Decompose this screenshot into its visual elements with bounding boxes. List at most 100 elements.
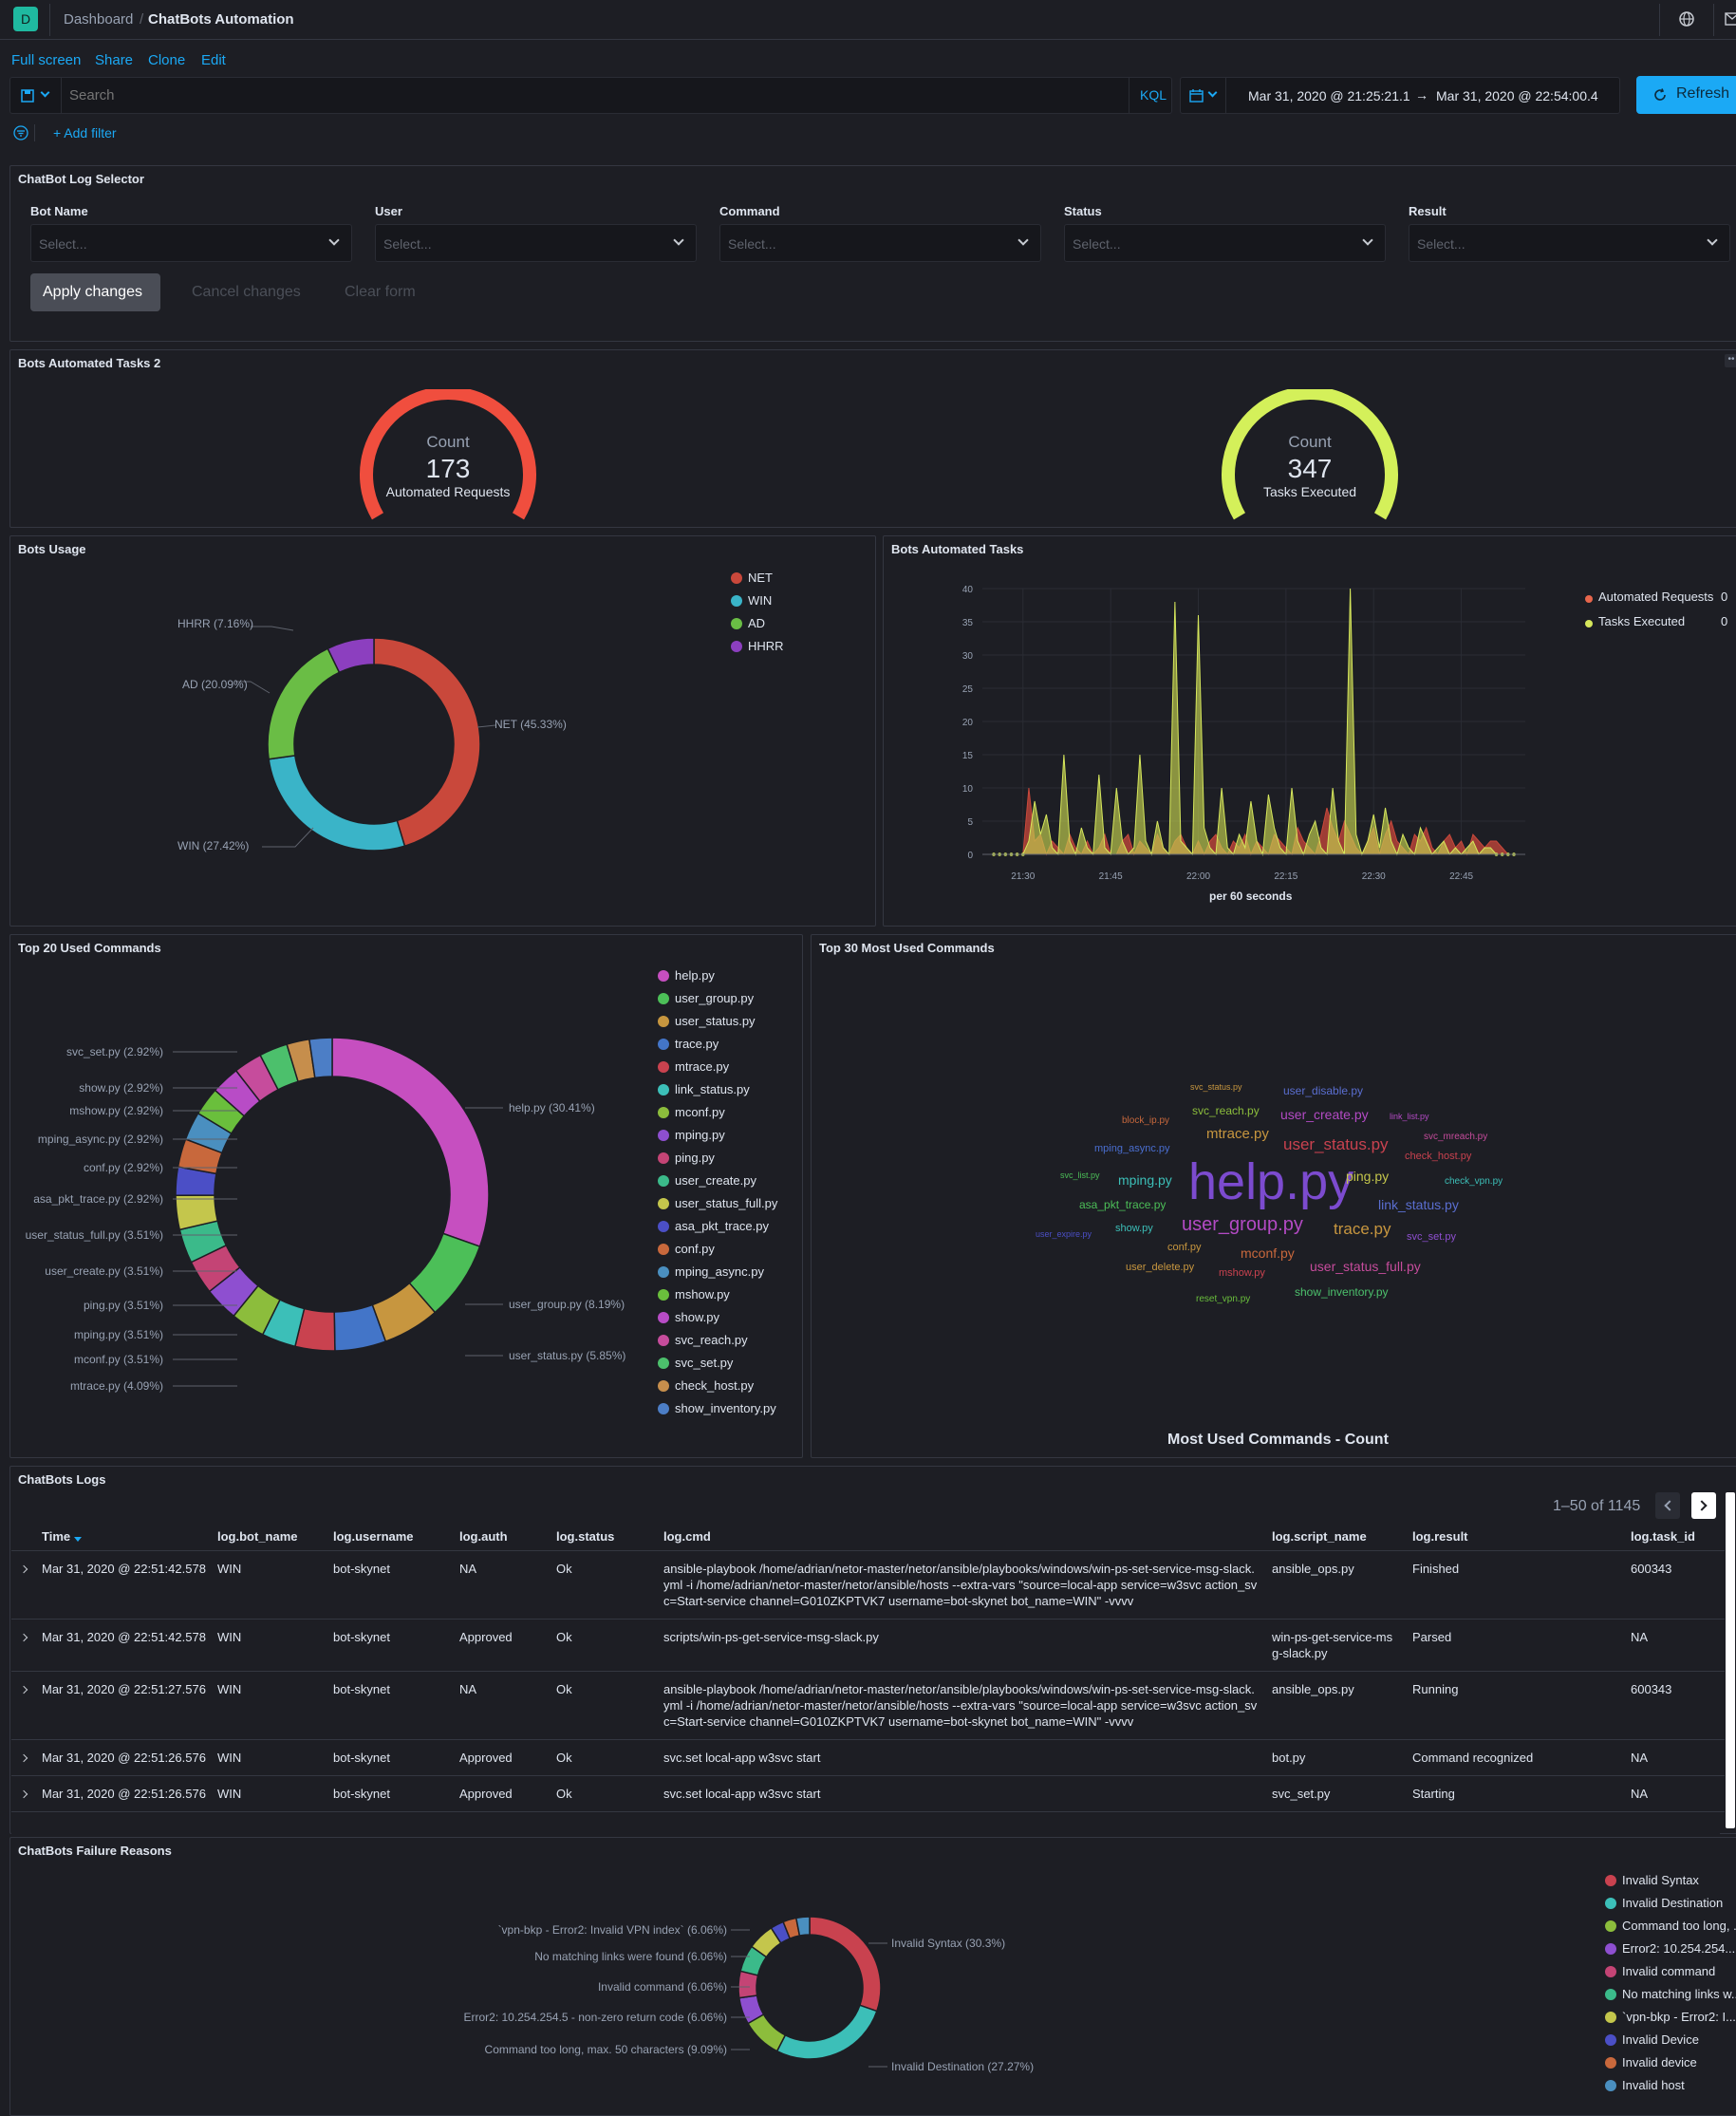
word-user_disable-py[interactable]: user_disable.py — [1283, 1084, 1364, 1097]
word-user_expire-py[interactable]: user_expire.py — [1036, 1229, 1092, 1239]
word-link_list-py[interactable]: link_list.py — [1390, 1112, 1429, 1121]
slice-HHRR[interactable] — [327, 637, 375, 674]
word-link_status-py[interactable]: link_status.py — [1378, 1197, 1459, 1212]
legend-item-failure[interactable]: Error2: 10.254.254.... — [1605, 1941, 1736, 1956]
word-svc_list-py[interactable]: svc_list.py — [1060, 1170, 1100, 1180]
word-mtrace-py[interactable]: mtrace.py — [1206, 1126, 1269, 1142]
word-mconf-py[interactable]: mconf.py — [1241, 1245, 1295, 1261]
legend-item-mconf-py[interactable]: mconf.py — [658, 1105, 725, 1119]
legend-item-ad[interactable]: AD — [731, 616, 765, 630]
word-mping-py[interactable]: mping.py — [1118, 1172, 1172, 1188]
legend-item-mshow-py[interactable]: mshow.py — [658, 1287, 730, 1301]
add-filter-link[interactable]: + Add filter — [53, 125, 117, 140]
legend-tasks-executed[interactable]: Tasks Executed — [1585, 614, 1685, 628]
legend-item-help-py[interactable]: help.py — [658, 968, 715, 983]
legend-item-svc_reach-py[interactable]: svc_reach.py — [658, 1333, 748, 1347]
slice-Invalid host[interactable] — [794, 1916, 811, 1937]
refresh-button[interactable]: Refresh — [1636, 76, 1736, 114]
breadcrumb-dashboard[interactable]: Dashboard — [64, 11, 134, 28]
column-header[interactable]: log.auth — [459, 1529, 508, 1544]
saved-query-button[interactable] — [10, 78, 62, 113]
column-header[interactable]: log.task_id — [1631, 1529, 1695, 1544]
edit-link[interactable]: Edit — [201, 52, 226, 68]
slice-help.py[interactable] — [331, 1037, 490, 1248]
scrollbar[interactable] — [1726, 1492, 1735, 1828]
legend-item-asa_pkt_trace-py[interactable]: asa_pkt_trace.py — [658, 1219, 769, 1233]
legend-item-show-py[interactable]: show.py — [658, 1310, 719, 1324]
word-user_status-py[interactable]: user_status.py — [1283, 1135, 1389, 1153]
legend-item-check_host-py[interactable]: check_host.py — [658, 1378, 754, 1393]
filter-options-icon[interactable] — [13, 125, 28, 140]
legend-item-hhrr[interactable]: HHRR — [731, 639, 784, 653]
apply-changes-button[interactable]: Apply changes — [30, 273, 160, 311]
word-asa_pkt_trace-py[interactable]: asa_pkt_trace.py — [1079, 1198, 1167, 1211]
prev-page-button[interactable] — [1655, 1492, 1680, 1519]
word-svc_reach-py[interactable]: svc_reach.py — [1192, 1104, 1260, 1117]
legend-item-failure[interactable]: Invalid host — [1605, 2078, 1685, 2092]
legend-item-conf-py[interactable]: conf.py — [658, 1242, 715, 1256]
legend-item-user_create-py[interactable]: user_create.py — [658, 1173, 756, 1188]
share-link[interactable]: Share — [95, 52, 134, 68]
word-mshow-py[interactable]: mshow.py — [1219, 1267, 1265, 1279]
column-header[interactable]: log.script_name — [1272, 1529, 1367, 1544]
word-conf-py[interactable]: conf.py — [1167, 1242, 1202, 1253]
column-header[interactable]: log.result — [1412, 1529, 1468, 1544]
panel-options-icon[interactable]: •• — [1725, 354, 1736, 367]
word-svc_set-py[interactable]: svc_set.py — [1407, 1231, 1456, 1243]
word-reset_vpn-py[interactable]: reset_vpn.py — [1196, 1294, 1251, 1304]
legend-item-mtrace-py[interactable]: mtrace.py — [658, 1059, 729, 1074]
legend-automated-requests[interactable]: Automated Requests — [1585, 590, 1713, 604]
word-check_vpn-py[interactable]: check_vpn.py — [1445, 1176, 1503, 1187]
legend-item-trace-py[interactable]: trace.py — [658, 1037, 719, 1051]
slice-NET[interactable] — [373, 637, 481, 848]
legend-item-failure[interactable]: No matching links w... — [1605, 1987, 1736, 2001]
cancel-changes-button[interactable]: Cancel changes — [192, 284, 301, 300]
slice-Invalid Syntax[interactable] — [809, 1916, 882, 2013]
legend-item-ping-py[interactable]: ping.py — [658, 1151, 715, 1165]
word-trace-py[interactable]: trace.py — [1334, 1220, 1391, 1238]
mail-icon[interactable] — [1725, 12, 1736, 26]
word-ping-py[interactable]: ping.py — [1346, 1169, 1390, 1184]
legend-item-show_inventory-py[interactable]: show_inventory.py — [658, 1401, 776, 1415]
column-header[interactable]: log.username — [333, 1529, 414, 1544]
word-help-py[interactable]: help.py — [1188, 1153, 1354, 1210]
word-block_ip-py[interactable]: block_ip.py — [1122, 1115, 1170, 1126]
slice-show_inventory.py[interactable] — [308, 1037, 333, 1079]
legend-item-mping-py[interactable]: mping.py — [658, 1128, 725, 1142]
kql-toggle[interactable]: KQL — [1140, 87, 1167, 103]
legend-item-failure[interactable]: Invalid Syntax — [1605, 1873, 1699, 1887]
quick-menu-button[interactable] — [1181, 78, 1226, 113]
legend-item-failure[interactable]: Command too long, ... — [1605, 1919, 1736, 1933]
help-globe-icon[interactable] — [1678, 10, 1695, 28]
full-screen-link[interactable]: Full screen — [11, 52, 82, 68]
legend-item-user_status_full-py[interactable]: user_status_full.py — [658, 1196, 777, 1210]
legend-item-link_status-py[interactable]: link_status.py — [658, 1082, 750, 1096]
start-date[interactable]: Mar 31, 2020 @ 21:25:21.1 — [1248, 88, 1410, 103]
clone-link[interactable]: Clone — [148, 52, 186, 68]
slice-WIN[interactable] — [268, 754, 406, 852]
word-show_inventory-py[interactable]: show_inventory.py — [1295, 1285, 1389, 1299]
word-show-py[interactable]: show.py — [1115, 1223, 1153, 1234]
column-header[interactable]: log.cmd — [663, 1529, 711, 1544]
word-user_group-py[interactable]: user_group.py — [1182, 1214, 1303, 1235]
select-status[interactable]: Select... — [1064, 224, 1386, 262]
slice-Invalid Destination[interactable] — [775, 2004, 878, 2060]
word-svc_status-py[interactable]: svc_status.py — [1190, 1082, 1242, 1092]
word-user_status_full-py[interactable]: user_status_full.py — [1310, 1259, 1421, 1274]
select-command[interactable]: Select... — [719, 224, 1041, 262]
legend-item-failure[interactable]: Invalid Device — [1605, 2032, 1699, 2047]
legend-item-net[interactable]: NET — [731, 571, 773, 585]
word-check_host-py[interactable]: check_host.py — [1405, 1151, 1472, 1162]
word-user_delete-py[interactable]: user_delete.py — [1126, 1262, 1195, 1273]
legend-item-failure[interactable]: Invalid Destination — [1605, 1896, 1723, 1910]
search-input[interactable] — [69, 84, 1113, 106]
word-mping_async-py[interactable]: mping_async.py — [1094, 1143, 1170, 1154]
sort-desc-icon[interactable] — [74, 1537, 82, 1542]
legend-item-failure[interactable]: Invalid device — [1605, 2055, 1697, 2069]
column-header[interactable]: log.status — [556, 1529, 615, 1544]
clear-form-button[interactable]: Clear form — [345, 284, 416, 300]
select-bot-name[interactable]: Select... — [30, 224, 352, 262]
select-result[interactable]: Select... — [1409, 224, 1730, 262]
slice-AD[interactable] — [267, 647, 341, 760]
next-page-button[interactable] — [1691, 1492, 1716, 1519]
